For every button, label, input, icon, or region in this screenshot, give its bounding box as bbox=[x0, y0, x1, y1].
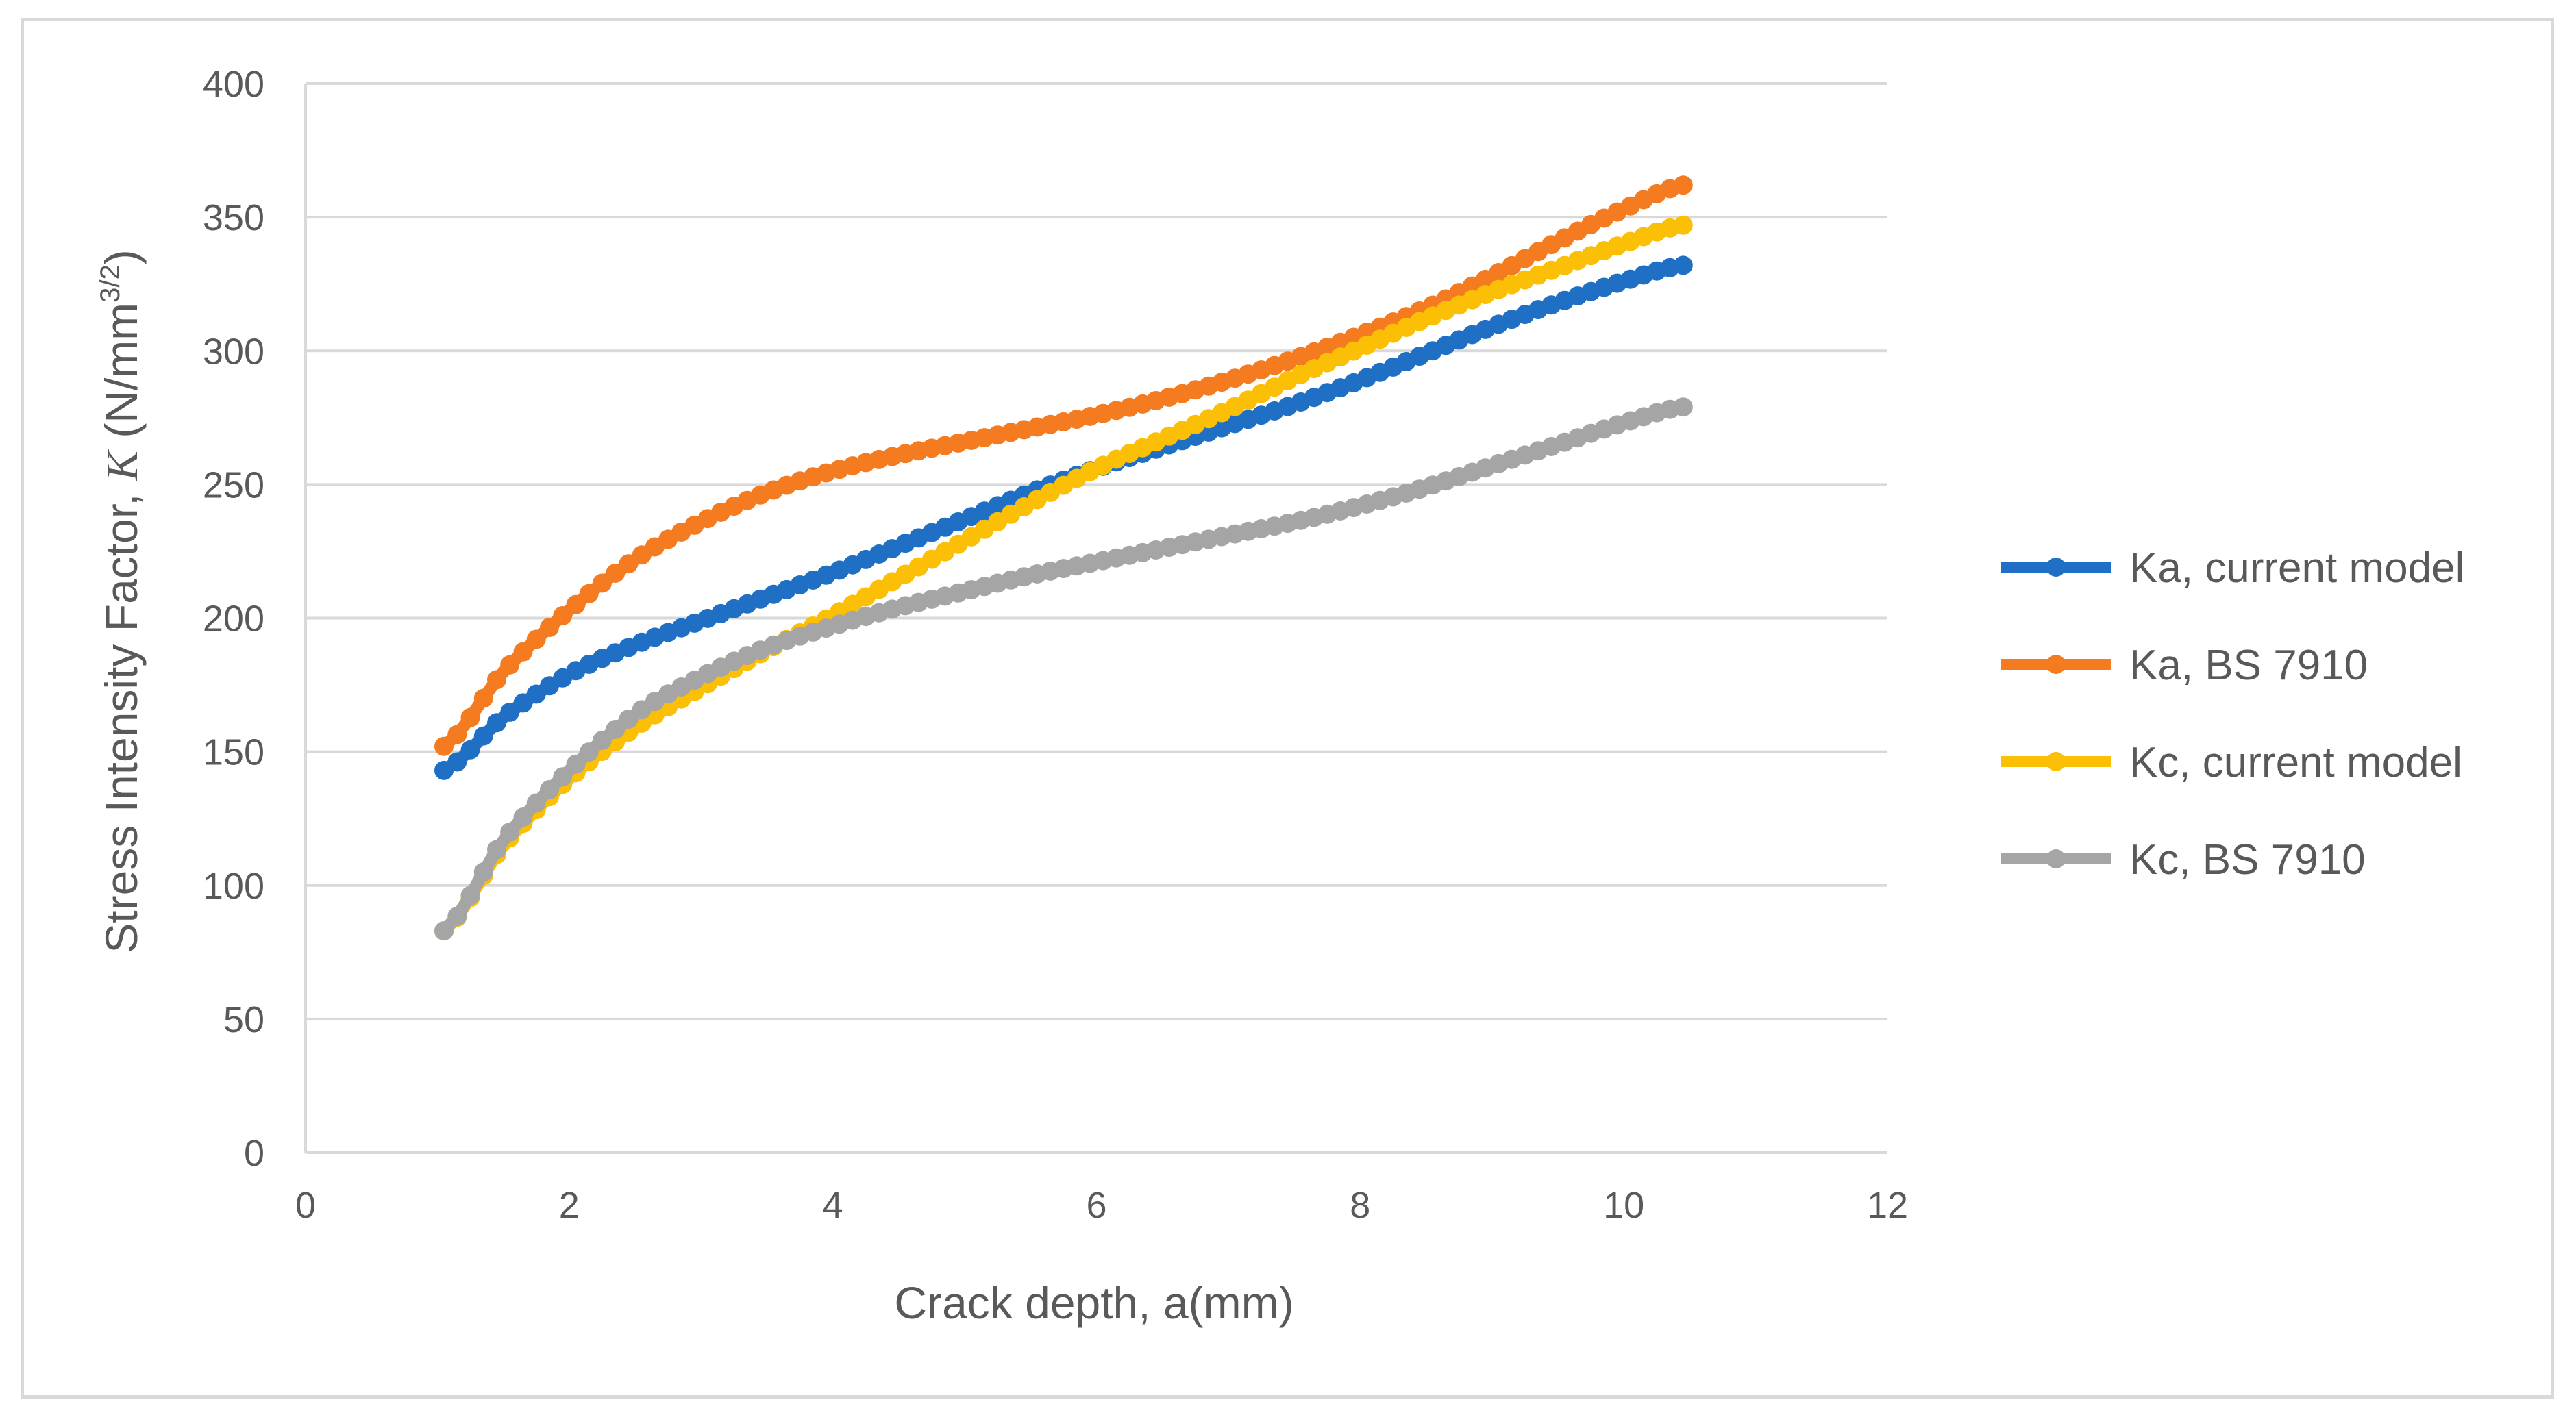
series-2 bbox=[434, 175, 1693, 756]
gridlines bbox=[306, 82, 1887, 1020]
data-point bbox=[553, 767, 573, 787]
data-point bbox=[473, 726, 493, 746]
chart-frame bbox=[21, 18, 2554, 1399]
data-point bbox=[553, 606, 573, 625]
y-tick-label: 350 bbox=[203, 197, 264, 238]
legend-label: Ka, BS 7910 bbox=[2129, 642, 2368, 689]
y-axis-title-unit: (N/mm bbox=[96, 303, 147, 451]
data-point bbox=[460, 886, 480, 905]
data-point bbox=[447, 752, 467, 772]
data-point bbox=[513, 807, 533, 827]
data-point bbox=[592, 573, 612, 593]
x-axis-title: Crack depth, a(mm) bbox=[894, 1277, 1293, 1328]
legend-item: Kc, BS 7910 bbox=[2001, 836, 2366, 884]
y-tick-label: 0 bbox=[244, 1133, 264, 1174]
series-line bbox=[441, 259, 1685, 776]
data-point bbox=[487, 670, 506, 690]
series-4 bbox=[434, 397, 1693, 941]
data-point bbox=[579, 742, 599, 762]
y-axis-title-exponent: 3/2 bbox=[95, 264, 125, 303]
legend-label: Kc, BS 7910 bbox=[2129, 836, 2366, 884]
legend-item: Kc, current model bbox=[2001, 739, 2462, 786]
data-point bbox=[500, 822, 520, 842]
data-point bbox=[500, 655, 520, 675]
legend-swatch-marker bbox=[2046, 655, 2066, 674]
y-tick-label: 100 bbox=[203, 866, 264, 907]
data-point bbox=[434, 921, 454, 941]
y-axis-title: Stress Intensity Factor, K (N/mm3/2) bbox=[95, 249, 147, 953]
data-point bbox=[540, 618, 559, 637]
legend-item: Ka, BS 7910 bbox=[2001, 642, 2368, 689]
data-point bbox=[566, 594, 586, 614]
data-point bbox=[473, 862, 493, 882]
axes bbox=[304, 84, 1887, 1154]
y-tick-label: 300 bbox=[203, 331, 264, 372]
legend-label: Kc, current model bbox=[2129, 739, 2462, 786]
x-tick-label: 10 bbox=[1603, 1185, 1644, 1226]
x-tick-label: 2 bbox=[559, 1185, 580, 1226]
data-point bbox=[487, 840, 506, 860]
data-point bbox=[526, 793, 546, 813]
data-point bbox=[447, 725, 467, 744]
x-tick-label: 0 bbox=[295, 1185, 316, 1226]
x-tick-label: 12 bbox=[1867, 1185, 1908, 1226]
y-tick-label: 50 bbox=[223, 999, 264, 1040]
y-tick-label: 250 bbox=[203, 464, 264, 505]
data-point bbox=[1673, 397, 1693, 417]
data-point bbox=[1673, 175, 1693, 195]
legend-swatch-marker bbox=[2046, 558, 2066, 577]
data-point bbox=[579, 584, 599, 603]
series-1 bbox=[434, 255, 1693, 780]
x-tick-label: 4 bbox=[823, 1185, 843, 1226]
data-point bbox=[566, 754, 586, 774]
y-tick-label: 150 bbox=[203, 732, 264, 773]
legend-item: Ka, current model bbox=[2001, 544, 2464, 592]
series-layer bbox=[434, 175, 1693, 941]
data-point bbox=[487, 713, 506, 733]
data-point bbox=[434, 736, 454, 756]
data-point bbox=[460, 707, 480, 727]
legend-label: Ka, current model bbox=[2129, 544, 2464, 592]
data-point bbox=[606, 720, 626, 739]
y-axis-title-unit-close: ) bbox=[96, 249, 147, 264]
data-point bbox=[473, 688, 493, 708]
data-point bbox=[460, 740, 480, 760]
data-point bbox=[513, 642, 533, 662]
y-tick-label: 400 bbox=[203, 64, 264, 105]
y-axis-title-symbol: K bbox=[97, 449, 147, 481]
legend-swatch-marker bbox=[2046, 752, 2066, 771]
y-axis-title-prefix: Stress Intensity Factor, bbox=[96, 481, 147, 953]
data-point bbox=[1673, 255, 1693, 275]
data-point bbox=[1673, 215, 1693, 235]
legend-swatch-marker bbox=[2046, 849, 2066, 868]
data-point bbox=[540, 780, 559, 799]
x-tick-label: 8 bbox=[1350, 1185, 1370, 1226]
data-point bbox=[447, 906, 467, 926]
tick-labels: 0 50 100 150 200 250 300 350 400 0 2 4 6 8 10 12 bbox=[203, 64, 1908, 1226]
x-tick-label: 6 bbox=[1086, 1185, 1106, 1226]
y-tick-label: 200 bbox=[203, 599, 264, 640]
legend: Ka, current model Ka, BS 7910 Kc, current … bbox=[2001, 544, 2464, 884]
data-point bbox=[526, 629, 546, 649]
data-point bbox=[592, 731, 612, 750]
